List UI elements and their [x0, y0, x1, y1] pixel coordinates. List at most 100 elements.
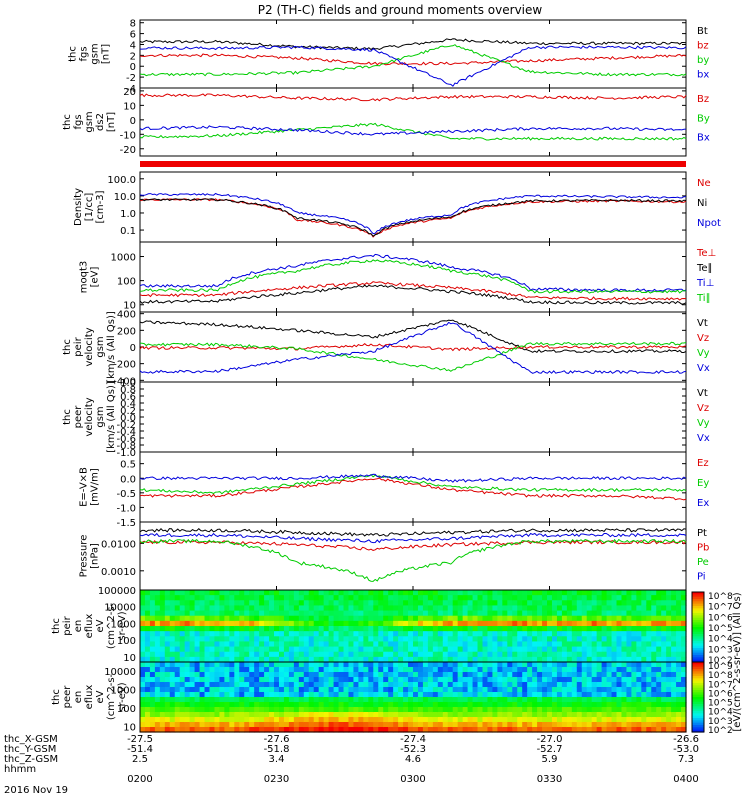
spectrogram-cell [631, 692, 637, 698]
spectrogram-cell [373, 626, 379, 632]
spectrogram-cell [189, 712, 196, 718]
spectrogram-cell [502, 692, 508, 698]
ephemeris-value: -51.4 [127, 744, 153, 755]
spectrogram-cell [566, 692, 573, 698]
colorbar-cell [692, 652, 704, 656]
spectrogram-cell [239, 651, 245, 658]
spectrogram-cell [611, 717, 618, 723]
spectrogram-cell [269, 641, 275, 648]
spectrogram-cell [288, 626, 295, 632]
spectrogram-cell [432, 610, 439, 617]
spectrogram-cell [507, 672, 513, 678]
spectrogram-cell [422, 667, 429, 673]
spectrogram-cell [288, 717, 295, 723]
spectrogram-cell [363, 672, 369, 678]
panel-ylabel: Pressure[nPa] [79, 535, 101, 578]
spectrogram-cell [214, 717, 221, 723]
spectrogram-cell [363, 610, 369, 617]
ylabel-line: ds2 [95, 113, 106, 131]
spectrogram-cell [184, 702, 191, 708]
spectrogram-cell [368, 727, 374, 733]
spectrogram-cell [288, 605, 295, 612]
spectrogram-cell [452, 717, 459, 723]
spectrogram-cell [472, 702, 479, 708]
spectrogram-cell [313, 717, 320, 723]
spectrogram-cell [343, 667, 350, 673]
spectrogram-cell [353, 662, 359, 668]
series-line-Vx [139, 321, 687, 375]
spectrogram-cell [586, 595, 593, 601]
spectrogram-cell [363, 631, 369, 637]
spectrogram-cell [269, 667, 275, 673]
spectrogram-cell [502, 722, 508, 728]
spectrogram-cell [259, 626, 265, 632]
colorbar-cell [692, 615, 704, 619]
spectrogram-cell [333, 610, 340, 617]
spectrogram-cell [154, 595, 161, 601]
spectrogram-cell [681, 595, 687, 601]
spectrogram-cell [259, 610, 265, 617]
spectrogram-cell [219, 600, 225, 607]
spectrogram-cell [333, 615, 340, 622]
spectrogram-cell [581, 702, 588, 708]
ylabel-line: peer [62, 685, 73, 709]
spectrogram-cell [556, 595, 563, 601]
spectrogram-cell [338, 656, 345, 663]
spectrogram-cell [666, 615, 672, 622]
spectrogram-cell [561, 662, 568, 668]
spectrogram-cell [199, 636, 206, 643]
spectrogram-cell [373, 641, 379, 648]
spectrogram-cell [676, 610, 682, 617]
spectrogram-cell [254, 605, 260, 612]
spectrogram-cell [184, 667, 191, 673]
spectrogram-cell [641, 656, 647, 663]
spectrogram-cell [517, 662, 523, 668]
spectrogram-cell [522, 672, 528, 678]
spectrogram-cell [522, 712, 528, 718]
spectrogram-cell [343, 717, 350, 723]
spectrogram-cell [269, 727, 275, 733]
spectrogram-cell [179, 677, 186, 683]
spectrogram-cell [308, 595, 315, 601]
spectrogram-cell [522, 717, 528, 723]
spectrogram-cell [214, 722, 221, 728]
spectrogram-cell [259, 707, 265, 713]
spectrogram-cell [492, 712, 498, 718]
spectrogram-cell [283, 636, 290, 643]
spectrogram-cell [219, 620, 225, 627]
spectrogram-cell [666, 727, 672, 733]
spectrogram-cell [676, 722, 682, 728]
spectrogram-cell [636, 600, 642, 607]
series-line-Pi [139, 532, 687, 544]
spectrogram-cell [323, 692, 330, 698]
spectrogram-cell [249, 667, 255, 673]
spectrogram-cell [189, 631, 196, 637]
spectrogram-cell [159, 636, 166, 643]
spectrogram-cell [671, 722, 677, 728]
colorbar-cell [692, 631, 704, 635]
colorbar-tick: 10^3 [708, 717, 733, 727]
spectrogram-cell [636, 722, 642, 728]
spectrogram-cell [298, 712, 305, 718]
spectrogram-cell [408, 646, 414, 653]
spectrogram-cell [437, 712, 444, 718]
spectrogram-cell [666, 697, 672, 703]
spectrogram-cell [343, 651, 350, 658]
spectrogram-cell [417, 727, 424, 733]
spectrogram-cell [527, 702, 533, 708]
spectrogram-cell [457, 662, 464, 668]
spectrogram-cell [343, 646, 350, 653]
spectrogram-cell [631, 707, 637, 713]
ephemeris-value: -52.7 [537, 744, 563, 755]
spectrogram-cell [681, 610, 687, 617]
spectrogram-cell [517, 590, 523, 596]
spectrogram-cell [651, 615, 657, 622]
spectrogram-cell [383, 620, 389, 627]
spectrogram-cell [601, 610, 608, 617]
spectrogram-cell [333, 590, 340, 596]
spectrogram-cell [676, 590, 682, 596]
spectrogram-cell [144, 672, 151, 678]
spectrogram-cell [442, 687, 449, 693]
spectrogram-cell [616, 615, 623, 622]
